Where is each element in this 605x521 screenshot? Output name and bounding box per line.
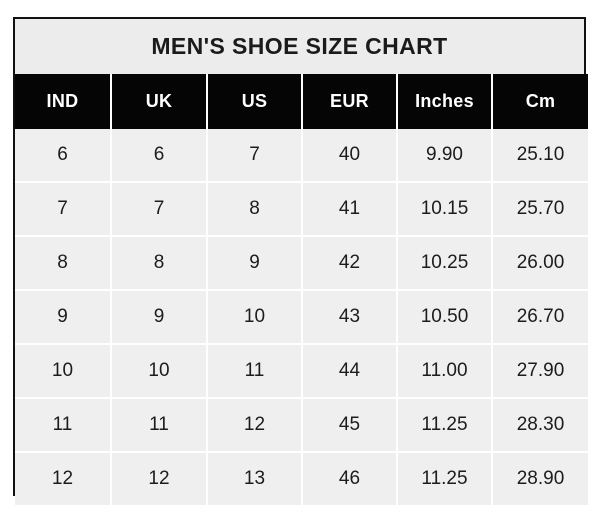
cell-ind: 7: [15, 182, 112, 237]
cell-uk: 6: [111, 129, 208, 183]
cell-inches: 11.25: [397, 452, 493, 505]
table-row: 6 6 7 40 9.90 25.10: [15, 129, 588, 183]
column-header-eur: EUR: [302, 74, 398, 129]
cell-inches: 10.15: [397, 182, 493, 237]
cell-inches: 11.25: [397, 398, 493, 453]
cell-cm: 28.30: [492, 398, 588, 453]
cell-us: 11: [207, 344, 303, 399]
cell-cm: 25.10: [492, 129, 588, 183]
cell-eur: 43: [302, 290, 398, 345]
column-header-us: US: [207, 74, 303, 129]
cell-ind: 8: [15, 236, 112, 291]
cell-cm: 25.70: [492, 182, 588, 237]
cell-inches: 11.00: [397, 344, 493, 399]
cell-us: 10: [207, 290, 303, 345]
cell-eur: 46: [302, 452, 398, 505]
cell-cm: 26.00: [492, 236, 588, 291]
cell-cm: 28.90: [492, 452, 588, 505]
cell-inches: 10.50: [397, 290, 493, 345]
table-header-row: IND UK US EUR Inches Cm: [15, 74, 588, 129]
cell-ind: 6: [15, 129, 112, 183]
cell-cm: 27.90: [492, 344, 588, 399]
cell-eur: 40: [302, 129, 398, 183]
cell-inches: 9.90: [397, 129, 493, 183]
table-header: IND UK US EUR Inches Cm: [15, 74, 588, 129]
cell-eur: 45: [302, 398, 398, 453]
cell-uk: 12: [111, 452, 208, 505]
cell-eur: 42: [302, 236, 398, 291]
table-row: 12 12 13 46 11.25 28.90: [15, 452, 588, 505]
table-row: 7 7 8 41 10.15 25.70: [15, 182, 588, 237]
chart-title-bar: MEN'S SHOE SIZE CHART: [15, 19, 584, 74]
cell-uk: 10: [111, 344, 208, 399]
table-row: 11 11 12 45 11.25 28.30: [15, 398, 588, 453]
table-row: 10 10 11 44 11.00 27.90: [15, 344, 588, 399]
table-row: 8 8 9 42 10.25 26.00: [15, 236, 588, 291]
cell-us: 7: [207, 129, 303, 183]
table-row: 9 9 10 43 10.50 26.70: [15, 290, 588, 345]
table-body: 6 6 7 40 9.90 25.10 7 7 8 41 10.15 25.70…: [15, 129, 588, 505]
size-chart-container: MEN'S SHOE SIZE CHART IND UK US EUR Inch…: [13, 17, 588, 505]
cell-uk: 8: [111, 236, 208, 291]
cell-uk: 7: [111, 182, 208, 237]
cell-cm: 26.70: [492, 290, 588, 345]
cell-eur: 44: [302, 344, 398, 399]
cell-ind: 12: [15, 452, 112, 505]
column-header-uk: UK: [111, 74, 208, 129]
cell-uk: 11: [111, 398, 208, 453]
cell-ind: 9: [15, 290, 112, 345]
cell-inches: 10.25: [397, 236, 493, 291]
column-header-cm: Cm: [492, 74, 588, 129]
cell-ind: 11: [15, 398, 112, 453]
cell-us: 12: [207, 398, 303, 453]
cell-ind: 10: [15, 344, 112, 399]
cell-us: 9: [207, 236, 303, 291]
cell-us: 8: [207, 182, 303, 237]
column-header-ind: IND: [15, 74, 112, 129]
cell-us: 13: [207, 452, 303, 505]
cell-eur: 41: [302, 182, 398, 237]
column-header-inches: Inches: [397, 74, 493, 129]
page-title: MEN'S SHOE SIZE CHART: [151, 33, 448, 59]
shoe-size-table: IND UK US EUR Inches Cm 6 6 7 40 9.90 25…: [15, 74, 588, 505]
cell-uk: 9: [111, 290, 208, 345]
